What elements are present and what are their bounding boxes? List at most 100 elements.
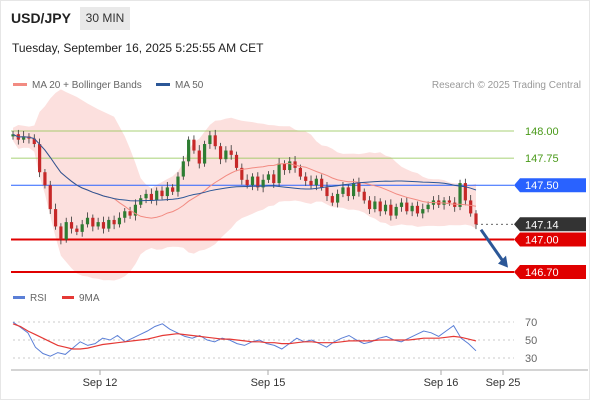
candle-body (117, 217, 122, 225)
candle-body (69, 222, 74, 229)
rsi-swatch (13, 295, 25, 299)
candle-body (447, 200, 451, 203)
legend-rsi-ma-label: 9MA (79, 293, 100, 304)
candle-body (53, 209, 58, 227)
candle-body (458, 183, 462, 207)
moving-averages (12, 133, 477, 219)
candle-body (176, 176, 180, 192)
candle-body (107, 219, 111, 229)
bollinger-swatch (13, 82, 27, 86)
candle-body (85, 217, 90, 225)
candle-body (378, 201, 382, 212)
candle-body (192, 139, 196, 151)
candle-body (43, 172, 47, 186)
candle-body (415, 205, 420, 214)
candle-body (187, 139, 191, 162)
legend-ma50-label: MA 50 (175, 80, 204, 91)
level-badge-text-147.14: 147.14 (525, 219, 559, 231)
level-lines (11, 130, 514, 273)
candle-body (314, 178, 318, 186)
ma50-line (12, 133, 477, 202)
ma50-swatch (156, 82, 170, 86)
instrument-title: USD/JPY (11, 10, 71, 26)
candle-body (410, 205, 414, 212)
candle-body (139, 198, 143, 205)
level-label-147.75: 147.75 (525, 153, 559, 165)
candle-body (421, 209, 425, 214)
rsi-tick-30: 30 (525, 353, 537, 365)
rsi-panel: 70 50 30 (12, 317, 537, 365)
candle-body (133, 204, 138, 216)
candle-body (288, 161, 292, 171)
candle-body (59, 226, 63, 240)
x-label-Sep 15: Sep 15 (251, 377, 286, 389)
candle-body (240, 167, 244, 180)
candle-body (261, 179, 265, 188)
candle-body (229, 150, 233, 155)
x-axis: Sep 12 Sep 15 Sep 16 Sep 25 (11, 369, 588, 389)
candle-body (282, 163, 287, 171)
candle-body (48, 185, 52, 210)
header: USD/JPY 30 MIN (0, 0, 588, 37)
candle-body (91, 217, 95, 227)
candle-body (64, 222, 68, 240)
candle-body (351, 183, 356, 197)
level-badge-text-146.70: 146.70 (525, 267, 559, 279)
level-label-148.00: 148.00 (525, 126, 559, 138)
level-badge-147.14 (514, 217, 586, 232)
candle-body (336, 193, 340, 203)
rsi-tick-70: 70 (525, 317, 537, 329)
candle-body (394, 206, 398, 216)
candle-body (96, 222, 100, 227)
candle-body (197, 150, 201, 164)
candle-body (341, 187, 345, 194)
forecast-arrow-line (479, 228, 506, 264)
candle-body (160, 190, 164, 197)
candle-body (149, 193, 153, 201)
candle-body (330, 196, 334, 203)
candle-body (399, 202, 404, 207)
candle-body (367, 200, 372, 210)
timestamp: Tuesday, September 16, 2025 5:25:55 AM C… (12, 41, 264, 55)
candle-body (218, 146, 223, 160)
candle-body (80, 224, 84, 232)
candle-body (208, 135, 212, 145)
candle-body (101, 222, 106, 229)
candle-body (362, 191, 366, 201)
candle-body (277, 163, 281, 184)
rsi-line (12, 321, 477, 357)
candle-body (256, 176, 260, 188)
legend-rsi-label: RSI (30, 293, 47, 304)
candle-body (202, 144, 207, 164)
rsi-ma-line (12, 323, 477, 350)
candle-body (463, 183, 467, 201)
legend-ma50: MA 50 (156, 80, 203, 91)
candle-body (165, 187, 169, 197)
candle-body (75, 228, 79, 232)
candle-body (309, 180, 313, 186)
candle-body (357, 183, 361, 192)
level-labels: 148.00 147.75 147.50 147.14 147.00 146.70 (514, 126, 586, 279)
rsi-ma-swatch (62, 295, 74, 299)
timeframe-button[interactable]: 30 MIN (80, 7, 130, 30)
forecast-arrow-head (498, 255, 508, 268)
x-label-Sep 25: Sep 25 (486, 377, 521, 389)
legend-bollinger-label: MA 20 + Bollinger Bands (32, 80, 142, 91)
forecast-arrow (479, 228, 508, 268)
legend-bollinger: MA 20 + Bollinger Bands (13, 80, 142, 91)
candle-body (144, 193, 148, 199)
candle-body (11, 134, 15, 137)
candle-body (245, 179, 249, 186)
candle-body (38, 144, 42, 173)
legend-rsi: RSI (13, 293, 47, 304)
level-badge-147.50 (514, 178, 586, 193)
research-credit: Research © 2025 Trading Central (431, 80, 581, 91)
candle-body (123, 211, 127, 218)
candle-body (389, 204, 393, 216)
candle-body (112, 219, 116, 225)
candle-body (304, 176, 308, 181)
x-label-Sep 12: Sep 12 (83, 377, 118, 389)
level-badge-146.70 (514, 265, 586, 279)
level-badge-147.00 (514, 232, 586, 247)
